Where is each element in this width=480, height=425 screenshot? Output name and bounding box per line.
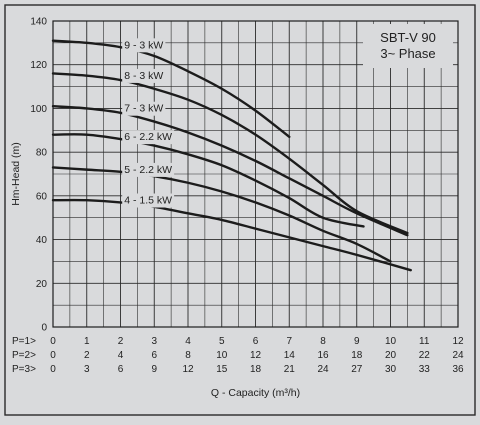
y-tick-label: 120 [30, 60, 47, 71]
x-tick-label: 6 [118, 364, 124, 375]
x-tick-label: 6 [151, 350, 157, 361]
x-tick-label: 4 [185, 336, 191, 347]
x-tick-label: 10 [216, 350, 228, 361]
y-tick-labels: 0 20 40 60 80 100 120 140 [30, 17, 47, 334]
series-line [51, 105, 409, 237]
x-tick-label: 6 [253, 336, 259, 347]
series-label: 5 - 2.2 kW [124, 164, 172, 176]
x-tick-label: 36 [452, 364, 464, 375]
x-tick-label: 1 [84, 336, 90, 347]
x-axis-row-2: P=2> 0 2 4 6 8 10 12 14 16 18 20 22 24 [12, 350, 464, 361]
x-tick-label: 2 [84, 350, 90, 361]
x-axis-row-label: P=1> [12, 336, 36, 347]
series-label-background [122, 68, 166, 83]
x-tick-label: 4 [118, 350, 124, 361]
x-tick-label: 30 [385, 364, 397, 375]
x-tick-label: 21 [284, 364, 296, 375]
x-tick-label: 7 [286, 336, 292, 347]
series-label-background [122, 130, 175, 145]
x-tick-label: 0 [50, 336, 56, 347]
series-4: 6 - 2.2 kW [51, 130, 365, 228]
x-tick-label: 12 [182, 364, 194, 375]
x-tick-label: 24 [452, 350, 464, 361]
y-tick-label: 40 [36, 235, 48, 246]
series-label: 4 - 1.5 kW [124, 195, 172, 207]
x-axis-row-label: P=3> [12, 364, 36, 375]
plot-border [52, 20, 459, 328]
outer-frame [4, 4, 476, 416]
series-2: 8 - 3 kW [51, 68, 409, 235]
y-tick-label: 0 [41, 323, 47, 334]
series-1: 9 - 3 kW [51, 38, 291, 139]
series-line [51, 72, 409, 235]
series-label: 6 - 2.2 kW [124, 131, 172, 143]
y-tick-label: 60 [36, 191, 48, 202]
info-line: SBT-V 90 [380, 30, 436, 45]
x-tick-label: 12 [250, 350, 262, 361]
x-tick-label: 24 [317, 364, 329, 375]
x-tick-label: 2 [118, 336, 124, 347]
x-tick-label: 5 [219, 336, 225, 347]
x-tick-label: 3 [84, 364, 90, 375]
series-label-background [122, 38, 166, 53]
x-axis-title: Q - Capacity (m³/h) [211, 387, 300, 399]
series-line [51, 39, 291, 139]
y-tick-label: 140 [30, 17, 47, 28]
x-axis-row-label: P=2> [12, 350, 36, 361]
y-axis-title: Hm-Head (m) [10, 142, 22, 206]
series-line [51, 166, 392, 263]
x-tick-label: 27 [351, 364, 363, 375]
series-3: 7 - 3 kW [51, 101, 409, 237]
x-tick-label: 0 [50, 364, 56, 375]
x-tick-label: 0 [50, 350, 56, 361]
info-box: SBT-V 903~ Phase [363, 24, 453, 68]
series-6: 4 - 1.5 kW [51, 193, 412, 272]
x-tick-label: 12 [452, 336, 464, 347]
x-tick-label: 9 [151, 364, 157, 375]
x-tick-label: 8 [185, 350, 191, 361]
series-line [51, 133, 365, 228]
x-tick-label: 10 [385, 336, 397, 347]
series-label: 7 - 3 kW [124, 103, 163, 115]
x-tick-label: 14 [284, 350, 296, 361]
y-tick-label: 80 [36, 148, 48, 159]
y-tick-label: 20 [36, 279, 48, 290]
series-label-background [122, 162, 175, 177]
x-tick-label: 18 [351, 350, 363, 361]
x-tick-label: 9 [354, 336, 360, 347]
x-axis-row-1: P=1> 0 1 2 3 4 5 6 7 8 9 10 11 12 [12, 336, 464, 347]
x-tick-label: 11 [419, 336, 430, 347]
info-box-background [363, 24, 453, 68]
x-tick-label: 22 [419, 350, 431, 361]
x-tick-label: 33 [419, 364, 431, 375]
series-label: 9 - 3 kW [124, 39, 163, 51]
x-tick-label: 8 [320, 336, 326, 347]
x-tick-label: 16 [317, 350, 329, 361]
x-tick-label: 15 [216, 364, 228, 375]
series-label: 8 - 3 kW [124, 70, 163, 82]
x-tick-label: 20 [385, 350, 397, 361]
x-axis-row-3: P=3> 0 3 6 9 12 15 18 21 24 27 30 33 36 [12, 364, 464, 375]
series-label-background [122, 101, 166, 116]
x-tick-label: 3 [151, 336, 157, 347]
series-5: 5 - 2.2 kW [51, 162, 392, 263]
x-tick-label: 18 [250, 364, 262, 375]
info-line: 3~ Phase [380, 46, 435, 61]
series-line [51, 198, 412, 272]
y-tick-label: 100 [30, 104, 47, 115]
series-label-background [122, 193, 175, 208]
